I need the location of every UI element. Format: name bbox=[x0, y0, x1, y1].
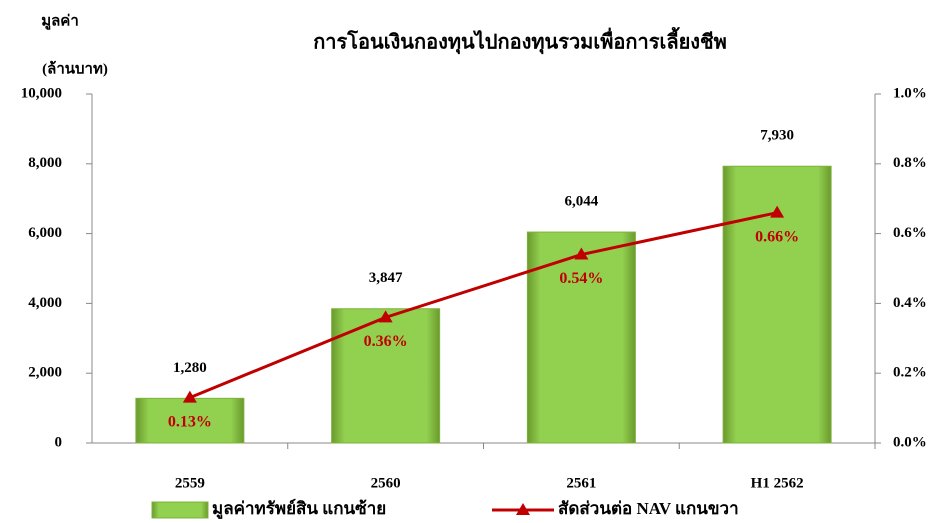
bar bbox=[331, 308, 441, 444]
x-tick-label: H1 2562 bbox=[751, 475, 804, 491]
y2-tick-label: 0.8% bbox=[893, 155, 927, 171]
y2-tick-label: 0.6% bbox=[893, 225, 927, 241]
line-value-label: 0.66% bbox=[755, 228, 799, 245]
bar-value-label: 1,280 bbox=[173, 360, 207, 376]
legend-marker bbox=[516, 503, 530, 515]
bar-value-label: 3,847 bbox=[369, 270, 403, 286]
y2-tick-label: 0.0% bbox=[893, 434, 927, 450]
y-tick-label: 4,000 bbox=[28, 295, 62, 311]
line-value-label: 0.54% bbox=[559, 270, 603, 287]
y-tick-label: 6,000 bbox=[28, 225, 62, 241]
y2-tick-label: 0.2% bbox=[893, 365, 927, 381]
legend-swatch bbox=[151, 501, 209, 519]
x-tick-label: 2560 bbox=[371, 475, 401, 491]
line bbox=[189, 211, 778, 400]
y-axis-label: (ล้านบาท) bbox=[42, 60, 108, 77]
y2-tick-label: 1.0% bbox=[893, 85, 927, 101]
legend-label: มูลค่าทรัพย์สิน แกนซ้าย bbox=[212, 498, 386, 520]
bar-value-label: 6,044 bbox=[565, 194, 599, 210]
y-tick-label: 10,000 bbox=[21, 85, 62, 101]
y2-tick-label: 0.4% bbox=[893, 295, 927, 311]
y-tick-label: 8,000 bbox=[28, 155, 62, 171]
line-value-label: 0.13% bbox=[168, 413, 212, 430]
y-tick-label: 2,000 bbox=[28, 365, 62, 381]
line-marker bbox=[770, 205, 785, 218]
y-axis-label: มูลค่า bbox=[41, 12, 79, 30]
line-marker bbox=[378, 310, 393, 323]
y-tick-label: 0 bbox=[55, 434, 63, 450]
line-marker bbox=[182, 390, 197, 403]
legend-label: สัดส่วนต่อ NAV แกนขวา bbox=[558, 499, 739, 518]
line-value-label: 0.36% bbox=[364, 333, 408, 350]
chart-title: การโอนเงินกองทุนไปกองทุนรวมเพื่อการเลี้ย… bbox=[313, 27, 727, 55]
bar bbox=[526, 231, 636, 444]
x-tick-label: 2561 bbox=[566, 475, 596, 491]
x-tick-label: 2559 bbox=[175, 475, 205, 491]
line-marker bbox=[574, 247, 589, 260]
bar-value-label: 7,930 bbox=[760, 128, 794, 144]
